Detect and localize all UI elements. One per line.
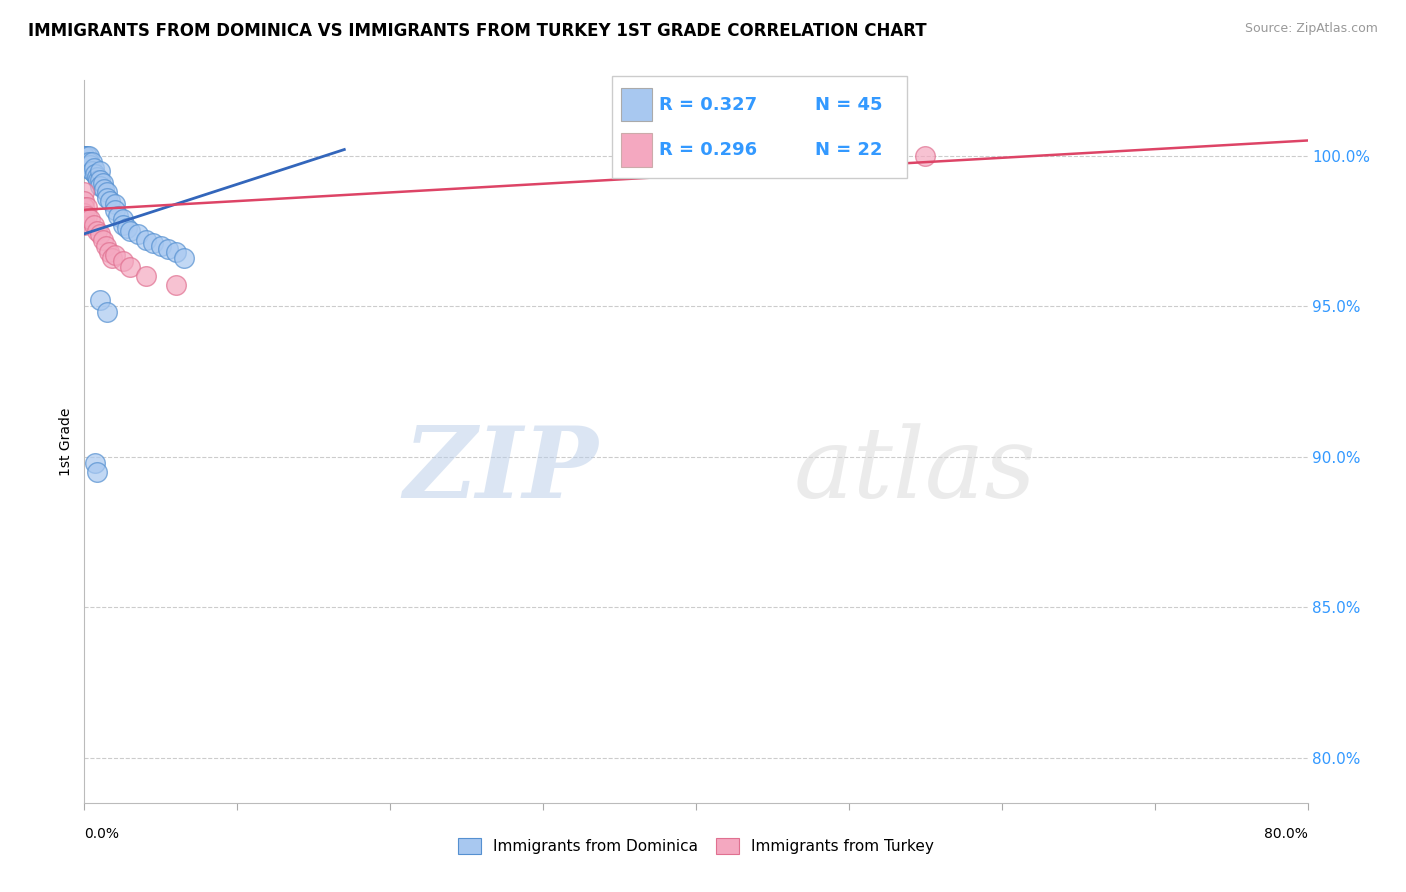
Point xyxy=(76,154,98,169)
Point xyxy=(73,148,96,162)
Point xyxy=(86,224,108,238)
Point xyxy=(84,167,107,181)
Point xyxy=(111,218,134,232)
Point xyxy=(104,202,127,217)
Point xyxy=(73,194,96,208)
Point xyxy=(79,158,101,172)
Point xyxy=(104,248,127,262)
Text: R = 0.296: R = 0.296 xyxy=(659,141,758,159)
Point xyxy=(142,235,165,250)
Point xyxy=(89,293,111,307)
Point xyxy=(80,154,103,169)
Point xyxy=(91,176,114,190)
Point xyxy=(101,251,124,265)
Point xyxy=(79,211,101,226)
Point xyxy=(115,220,138,235)
Point xyxy=(111,211,134,226)
Legend: Immigrants from Dominica, Immigrants from Turkey: Immigrants from Dominica, Immigrants fro… xyxy=(451,832,941,860)
Point xyxy=(76,148,98,162)
Point xyxy=(89,163,111,178)
Point xyxy=(135,268,157,283)
Point xyxy=(80,163,103,178)
Point xyxy=(83,218,105,232)
Text: N = 22: N = 22 xyxy=(815,141,883,159)
Text: ZIP: ZIP xyxy=(404,422,598,518)
Point xyxy=(73,211,96,226)
Text: 0.0%: 0.0% xyxy=(84,827,120,841)
Point xyxy=(77,148,100,162)
Point xyxy=(94,239,117,253)
Point xyxy=(96,191,118,205)
Point xyxy=(149,239,172,253)
Point xyxy=(83,161,105,175)
Text: atlas: atlas xyxy=(794,423,1036,518)
Point xyxy=(120,224,142,238)
Point xyxy=(73,148,96,162)
Point xyxy=(84,456,107,470)
Point xyxy=(914,148,936,162)
Point xyxy=(127,227,149,241)
Point xyxy=(73,200,96,214)
Point xyxy=(73,206,96,220)
Text: N = 45: N = 45 xyxy=(815,95,883,113)
Text: Source: ZipAtlas.com: Source: ZipAtlas.com xyxy=(1244,22,1378,36)
Point xyxy=(157,242,180,256)
Point xyxy=(96,185,118,199)
Point xyxy=(73,185,96,199)
Point xyxy=(173,251,195,265)
Point xyxy=(89,172,111,186)
Point xyxy=(120,260,142,274)
Point xyxy=(73,218,96,232)
Point xyxy=(91,233,114,247)
Text: IMMIGRANTS FROM DOMINICA VS IMMIGRANTS FROM TURKEY 1ST GRADE CORRELATION CHART: IMMIGRANTS FROM DOMINICA VS IMMIGRANTS F… xyxy=(28,22,927,40)
Point xyxy=(93,181,115,195)
Point xyxy=(111,254,134,268)
Y-axis label: 1st Grade: 1st Grade xyxy=(59,408,73,475)
Point xyxy=(165,278,187,293)
Point xyxy=(73,158,96,172)
Point xyxy=(89,227,111,241)
Point xyxy=(104,196,127,211)
Text: R = 0.327: R = 0.327 xyxy=(659,95,758,113)
Point xyxy=(107,209,129,223)
Point xyxy=(86,169,108,184)
Point xyxy=(73,154,96,169)
Point xyxy=(89,178,111,193)
Point xyxy=(96,305,118,319)
Point xyxy=(165,244,187,259)
Point xyxy=(73,148,96,162)
Point xyxy=(73,148,96,162)
Point xyxy=(97,244,120,259)
Point xyxy=(76,209,98,223)
Point xyxy=(77,154,100,169)
Point xyxy=(76,161,98,175)
Point xyxy=(135,233,157,247)
Point xyxy=(87,172,110,186)
Text: 80.0%: 80.0% xyxy=(1264,827,1308,841)
Point xyxy=(76,200,98,214)
Point xyxy=(73,148,96,162)
Point xyxy=(98,194,121,208)
Point xyxy=(86,465,108,479)
